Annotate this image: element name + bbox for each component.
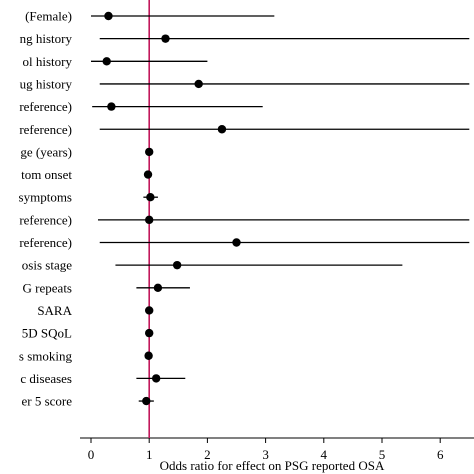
forest-row <box>145 306 154 315</box>
odds-ratio-point <box>144 351 153 360</box>
forest-row <box>99 79 470 89</box>
odds-ratio-point <box>104 11 113 21</box>
odds-ratio-point <box>145 147 154 157</box>
row-label: reference) <box>19 235 72 250</box>
odds-ratio-point <box>146 193 155 202</box>
row-label: c diseases <box>20 371 72 386</box>
odds-ratio-point <box>145 215 154 225</box>
odds-ratio-point <box>151 374 161 383</box>
forest-row <box>99 238 470 247</box>
odds-ratio-point <box>142 396 151 406</box>
row-label: reference) <box>19 212 72 227</box>
x-axis: 0 1 2 3 4 5 6 <box>80 437 474 462</box>
row-label: 5D SQoL <box>22 326 72 341</box>
row-label: ng history <box>20 31 73 46</box>
row-label: SARA <box>37 303 72 318</box>
forest-row <box>99 125 470 134</box>
forest-row <box>144 351 153 360</box>
row-labels: (Female) ng history ol history ug history re… <box>19 9 73 409</box>
x-tick-label: 4 <box>321 447 328 462</box>
odds-ratio-point <box>143 170 153 179</box>
row-label: er 5 score <box>21 394 72 409</box>
forest-row <box>115 260 403 270</box>
forest-row <box>91 57 208 66</box>
odds-ratio-point <box>102 57 111 66</box>
x-tick-label: 2 <box>204 447 211 462</box>
odds-ratio-point <box>161 34 170 43</box>
row-label: osis stage <box>22 258 72 273</box>
row-label: G repeats <box>23 280 72 295</box>
row-label: reference) <box>19 99 72 114</box>
odds-ratio-point <box>217 125 227 134</box>
row-label: s smoking <box>19 348 73 363</box>
row-label: ge (years) <box>20 144 72 159</box>
row-label: (Female) <box>25 9 72 24</box>
x-tick-label: 3 <box>262 447 269 462</box>
x-tick-label: 6 <box>437 447 444 462</box>
row-label: ug history <box>20 76 73 91</box>
odds-ratio-point <box>232 238 241 247</box>
row-label: tom onset <box>21 167 72 182</box>
forest-row <box>97 215 470 225</box>
forest-row <box>136 374 186 383</box>
estimates <box>91 11 470 406</box>
forest-row <box>92 102 263 111</box>
x-tick-label: 0 <box>88 447 95 462</box>
odds-ratio-point <box>145 306 154 315</box>
forest-row <box>143 170 153 179</box>
forest-row <box>145 147 154 157</box>
forest-row <box>143 193 158 202</box>
odds-ratio-point <box>107 102 116 111</box>
x-axis-title: Odds ratio for effect on PSG reported OS… <box>160 458 385 473</box>
row-label: symptoms <box>19 190 72 205</box>
row-label: reference) <box>19 122 72 137</box>
forest-row <box>91 11 275 21</box>
forest-row <box>99 34 470 43</box>
odds-ratio-point <box>145 328 154 338</box>
forest-row <box>136 283 190 292</box>
x-tick-label: 5 <box>379 447 386 462</box>
x-tick-label: 1 <box>146 447 153 462</box>
odds-ratio-point <box>172 260 182 270</box>
odds-ratio-point <box>194 79 203 89</box>
odds-ratio-point <box>153 283 163 292</box>
forest-row <box>145 328 154 338</box>
forest-row <box>138 396 154 406</box>
row-label: ol history <box>23 54 73 69</box>
